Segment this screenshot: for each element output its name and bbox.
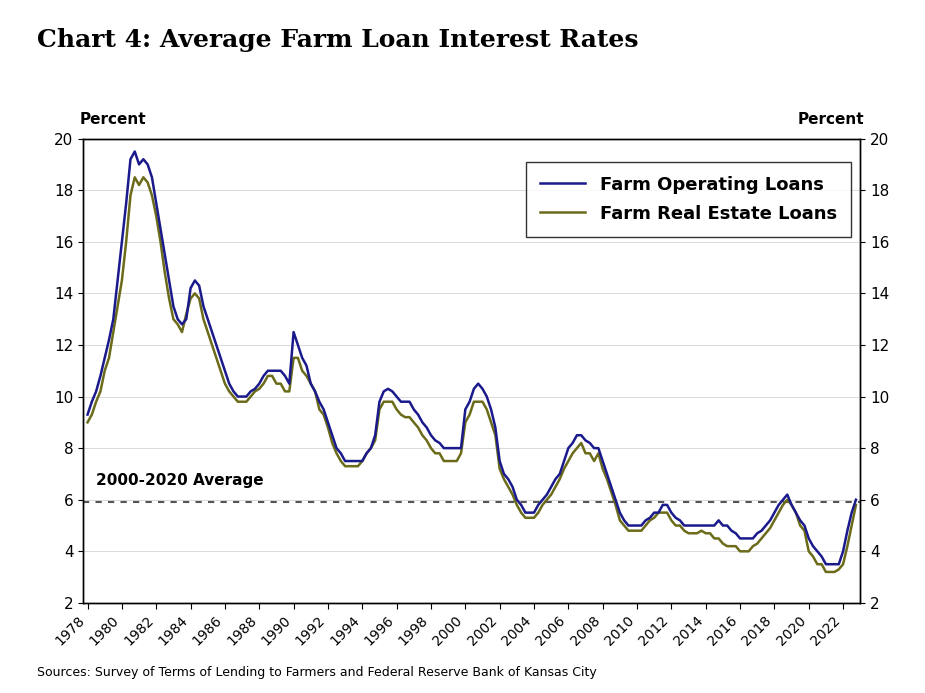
Farm Operating Loans <box>177 320 188 328</box>
Farm Operating Loans <box>130 148 141 156</box>
Farm Operating Loans <box>378 387 389 396</box>
Line: Farm Operating Loans: Farm Operating Loans <box>88 152 856 564</box>
Farm Real Estate Loans <box>820 568 832 576</box>
Farm Operating Loans <box>82 410 93 419</box>
Line: Farm Real Estate Loans: Farm Real Estate Loans <box>88 177 856 572</box>
Farm Real Estate Loans <box>378 398 389 406</box>
Farm Real Estate Loans <box>769 516 780 525</box>
Farm Real Estate Loans <box>850 501 861 509</box>
Farm Operating Loans <box>769 509 780 517</box>
Text: Chart 4: Average Farm Loan Interest Rates: Chart 4: Average Farm Loan Interest Rate… <box>37 28 638 52</box>
Text: 2000-2020 Average: 2000-2020 Average <box>96 473 264 488</box>
Farm Operating Loans <box>245 387 256 396</box>
Farm Real Estate Loans <box>95 387 106 396</box>
Legend: Farm Operating Loans, Farm Real Estate Loans: Farm Operating Loans, Farm Real Estate L… <box>525 161 851 237</box>
Farm Real Estate Loans <box>130 173 141 182</box>
Farm Operating Loans <box>850 495 861 504</box>
Text: Percent: Percent <box>80 112 146 127</box>
Farm Real Estate Loans <box>177 328 188 336</box>
Farm Operating Loans <box>95 371 106 380</box>
Text: Percent: Percent <box>797 112 864 127</box>
Text: Sources: Survey of Terms of Lending to Farmers and Federal Reserve Bank of Kansa: Sources: Survey of Terms of Lending to F… <box>37 666 597 679</box>
Farm Real Estate Loans <box>245 392 256 401</box>
Farm Operating Loans <box>820 560 832 568</box>
Farm Real Estate Loans <box>833 565 845 574</box>
Farm Operating Loans <box>833 560 845 568</box>
Farm Real Estate Loans <box>82 418 93 426</box>
